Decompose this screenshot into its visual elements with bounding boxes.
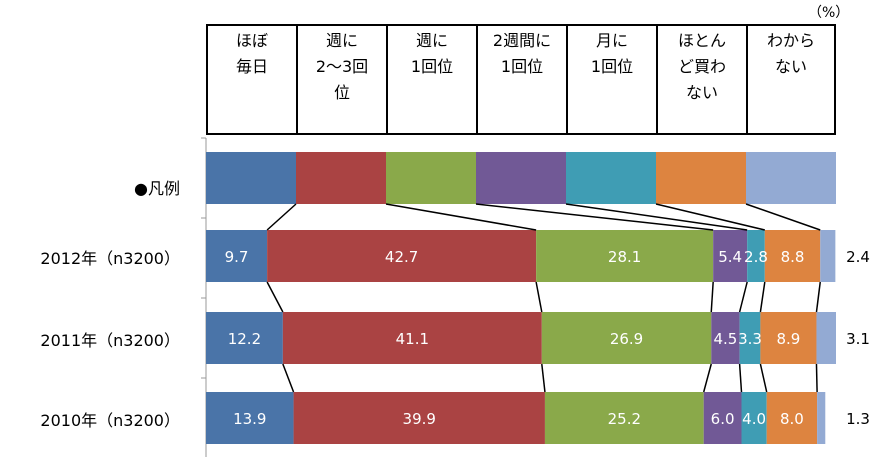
- data-label-2-6: 8.9: [777, 330, 801, 348]
- bar-1-segment-5: [747, 230, 765, 282]
- connector-line-12: [815, 281, 821, 313]
- bar-3-segment-4: [703, 392, 742, 444]
- bar-1-segment-3: [536, 230, 714, 282]
- bar-2-segment-5: [739, 312, 761, 364]
- category-header-3: 週に 1回位: [386, 24, 476, 135]
- category-header-5: 月に 1回位: [566, 24, 656, 135]
- connector-line-13: [282, 363, 295, 393]
- bar-3-segment-6: [766, 392, 818, 444]
- connector-line-6: [745, 203, 821, 231]
- bar-1-segment-2: [267, 230, 537, 282]
- connector-line-17: [759, 363, 768, 393]
- bar-3-segment-5: [741, 392, 767, 444]
- unit-label: （%）: [808, 5, 850, 21]
- data-label-3-2: 39.9: [403, 410, 436, 428]
- connector-line-8: [535, 281, 543, 313]
- data-label-1-3: 28.1: [608, 248, 641, 266]
- legend-row-label: ●凡例: [134, 179, 180, 198]
- bar-2-segment-6: [760, 312, 817, 364]
- bar-1-segment-6: [764, 230, 821, 282]
- data-label-1-1: 9.7: [225, 248, 249, 266]
- category-header-7: わから ない: [746, 24, 836, 135]
- category-header-1: ほぼ 毎日: [206, 24, 296, 135]
- category-header-4: 2週間に 1回位: [476, 24, 566, 135]
- data-label-1-5: 2.8: [744, 248, 768, 266]
- row-label-2: 2011年（n3200）: [40, 331, 180, 350]
- data-label-2-1: 12.2: [228, 330, 261, 348]
- bar-2-segment-3: [541, 312, 712, 364]
- legend-swatch-6: [656, 152, 746, 204]
- connector-line-18: [815, 363, 818, 393]
- data-label-1-7: 2.4: [846, 248, 870, 266]
- bar-2-segment-7: [816, 312, 836, 364]
- row-label-1: 2012年（n3200）: [40, 249, 180, 268]
- data-label-1-2: 42.7: [385, 248, 418, 266]
- data-label-3-5: 4.0: [742, 410, 766, 428]
- bar-1-segment-7: [820, 230, 836, 282]
- connector-line-15: [702, 363, 712, 393]
- data-label-1-6: 8.8: [781, 248, 805, 266]
- bar-2-segment-1: [206, 312, 283, 364]
- category-header-6: ほとん ど買わ ない: [656, 24, 746, 135]
- legend-swatch-2: [296, 152, 386, 204]
- connector-line-4: [565, 203, 748, 231]
- bar-2-segment-4: [711, 312, 740, 364]
- connector-line-1: [266, 203, 297, 231]
- legend-swatch-3: [386, 152, 476, 204]
- bar-3-segment-3: [544, 392, 704, 444]
- legend-swatch-4: [476, 152, 566, 204]
- data-label-2-4: 4.5: [714, 330, 738, 348]
- row-label-3: 2010年（n3200）: [40, 411, 180, 430]
- legend-swatch-7: [746, 152, 836, 204]
- data-label-3-1: 13.9: [233, 410, 266, 428]
- bar-1-segment-1: [206, 230, 268, 282]
- bar-1-segment-4: [713, 230, 748, 282]
- bar-3-segment-1: [206, 392, 294, 444]
- data-label-3-3: 25.2: [608, 410, 641, 428]
- bar-3-segment-7: [817, 392, 826, 444]
- connector-line-2: [385, 203, 537, 231]
- connector-line-16: [738, 363, 743, 393]
- connector-line-11: [759, 281, 766, 313]
- data-label-2-5: 3.3: [738, 330, 762, 348]
- connector-line-7: [266, 281, 284, 313]
- bar-2-segment-2: [282, 312, 542, 364]
- bar-3-segment-2: [293, 392, 545, 444]
- data-label-1-4: 5.4: [718, 248, 742, 266]
- data-label-3-6: 8.0: [780, 410, 804, 428]
- legend-swatch-1: [206, 152, 296, 204]
- legend-swatch-5: [566, 152, 656, 204]
- data-label-2-3: 26.9: [610, 330, 643, 348]
- data-label-2-2: 41.1: [396, 330, 429, 348]
- category-header-2: 週に 2〜3回 位: [296, 24, 386, 135]
- connector-line-5: [655, 203, 765, 231]
- connector-line-14: [541, 363, 546, 393]
- connector-line-9: [710, 281, 714, 313]
- data-label-3-7: 1.3: [846, 410, 870, 428]
- connector-line-10: [738, 281, 748, 313]
- data-label-2-7: 3.1: [846, 330, 870, 348]
- data-label-3-4: 6.0: [711, 410, 735, 428]
- connector-line-3: [475, 203, 714, 231]
